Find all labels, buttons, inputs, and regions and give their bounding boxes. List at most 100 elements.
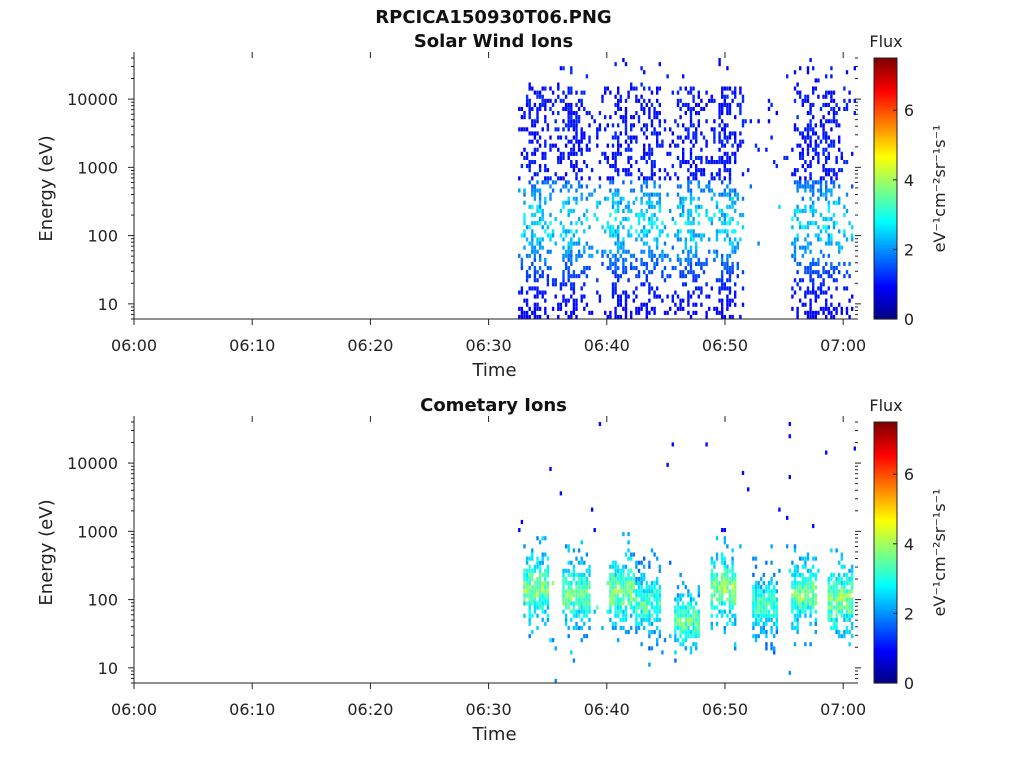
spectrogram-cell bbox=[572, 168, 576, 173]
spectrogram-cell bbox=[609, 601, 612, 606]
spectrogram-cell bbox=[804, 94, 807, 99]
spectrogram-cell bbox=[825, 139, 828, 144]
spectrogram-cell bbox=[546, 180, 550, 185]
spectrogram-cell bbox=[718, 58, 721, 63]
spectrogram-cell bbox=[835, 266, 838, 271]
spectrogram-cell bbox=[702, 233, 706, 238]
spectrogram-cell bbox=[728, 237, 732, 242]
spectrogram-cell bbox=[528, 556, 531, 561]
spectrogram-cell bbox=[622, 609, 625, 614]
spectrogram-cell bbox=[630, 597, 633, 602]
spectrogram-cell bbox=[804, 184, 807, 189]
spectrogram-cell bbox=[796, 568, 799, 573]
spectrogram-cell bbox=[736, 143, 739, 148]
spectrogram-cell bbox=[609, 225, 612, 230]
spectrogram-cell bbox=[637, 98, 641, 103]
spectrogram-cell bbox=[617, 151, 620, 156]
spectrogram-cell bbox=[760, 585, 763, 590]
spectrogram-cell bbox=[687, 188, 690, 193]
colorbar-segment bbox=[874, 266, 897, 270]
spectrogram-cell bbox=[525, 302, 529, 307]
spectrogram-cell bbox=[695, 253, 698, 258]
spectrogram-cell bbox=[809, 609, 812, 614]
spectrogram-cell bbox=[624, 249, 628, 254]
spectrogram-cell bbox=[812, 261, 815, 266]
spectrogram-cell bbox=[658, 62, 661, 67]
colorbar-segment bbox=[874, 277, 897, 281]
spectrogram-cell bbox=[606, 160, 609, 165]
spectrogram-cell bbox=[697, 123, 700, 128]
spectrogram-cell bbox=[814, 270, 817, 275]
spectrogram-cell bbox=[718, 597, 721, 602]
colorbar-segment bbox=[874, 68, 897, 72]
spectrogram-cell bbox=[799, 94, 802, 99]
spectrogram-cell bbox=[536, 560, 539, 565]
spectrogram-cell bbox=[570, 286, 573, 291]
spectrogram-cell bbox=[734, 245, 737, 250]
spectrogram-cell bbox=[692, 597, 695, 602]
spectrogram-cell bbox=[687, 613, 690, 618]
spectrogram-cell bbox=[536, 106, 539, 111]
colorbar-segment bbox=[874, 493, 897, 497]
spectrogram-cell bbox=[687, 270, 690, 275]
spectrogram-cell bbox=[684, 127, 687, 132]
spectrogram-cell bbox=[773, 650, 776, 655]
spectrogram-cell bbox=[551, 638, 555, 643]
spectrogram-cell bbox=[736, 261, 739, 266]
spectrogram-cell bbox=[806, 147, 810, 152]
spectrogram-cell bbox=[637, 310, 641, 315]
spectrogram-cell bbox=[825, 155, 828, 160]
spectrogram-cell bbox=[567, 572, 570, 577]
colorbar-segment bbox=[874, 600, 897, 604]
spectrogram-cell bbox=[551, 306, 555, 311]
spectrogram-cell bbox=[661, 249, 664, 254]
spectrogram-cell bbox=[528, 609, 531, 614]
spectrogram-cell bbox=[606, 176, 609, 181]
spectrogram-cell bbox=[814, 577, 817, 582]
spectrogram-cell bbox=[801, 564, 804, 569]
spectrogram-cell bbox=[544, 86, 547, 91]
spectrogram-cell bbox=[525, 274, 529, 279]
spectrogram-cell bbox=[523, 217, 526, 222]
spectrogram-cell bbox=[564, 613, 568, 618]
spectrogram-cell bbox=[835, 306, 838, 311]
spectrogram-cell bbox=[684, 282, 687, 287]
spectrogram-cell bbox=[796, 306, 799, 311]
spectrogram-cell bbox=[643, 613, 646, 618]
spectrogram-cell bbox=[570, 310, 573, 315]
spectrogram-cell bbox=[627, 229, 630, 234]
spectrogram-cell bbox=[596, 143, 599, 148]
spectrogram-cell bbox=[676, 617, 680, 622]
spectrogram-cell bbox=[817, 237, 820, 242]
spectrogram-cell bbox=[705, 208, 708, 213]
spectrogram-cell bbox=[538, 266, 542, 271]
spectrogram-cell bbox=[583, 572, 586, 577]
spectrogram-cell bbox=[653, 221, 656, 226]
spectrogram-cell bbox=[736, 196, 739, 201]
spectrogram-cell bbox=[538, 581, 542, 586]
spectrogram-cell bbox=[682, 196, 685, 201]
spectrogram-cell bbox=[619, 115, 622, 120]
colorbar-segment bbox=[874, 181, 897, 185]
spectrogram-cell bbox=[546, 233, 550, 238]
spectrogram-cell bbox=[577, 139, 581, 144]
spectrogram-cell bbox=[533, 196, 537, 201]
spectrogram-cell bbox=[536, 139, 539, 144]
spectrogram-cell bbox=[551, 229, 555, 234]
spectrogram-cell bbox=[630, 139, 633, 144]
spectrogram-cell bbox=[609, 564, 612, 569]
spectrogram-cell bbox=[676, 90, 680, 95]
spectrogram-cell bbox=[770, 642, 773, 647]
spectrogram-cell bbox=[692, 310, 695, 315]
spectrogram-cell bbox=[583, 213, 586, 218]
spectrogram-cell bbox=[741, 119, 745, 124]
spectrogram-cell bbox=[822, 306, 825, 311]
spectrogram-cell bbox=[640, 249, 643, 254]
spectrogram-cell bbox=[760, 601, 763, 606]
spectrogram-cell bbox=[572, 625, 576, 630]
spectrogram-cell bbox=[825, 147, 828, 152]
spectrogram-cell bbox=[851, 605, 854, 610]
spectrogram-cell bbox=[666, 253, 669, 258]
spectrogram-cell bbox=[575, 585, 578, 590]
x-tick-label: 06:50 bbox=[702, 336, 748, 355]
